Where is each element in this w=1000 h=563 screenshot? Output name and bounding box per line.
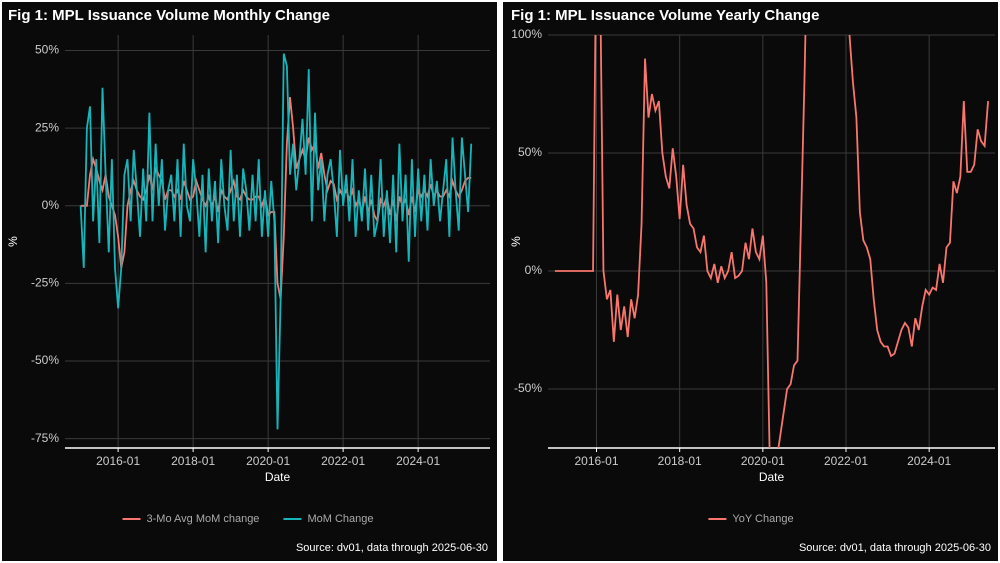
- caption: Source: dv01, data through 2025-06-30: [296, 542, 488, 554]
- chart-title: Fig 1: MPL Issuance Volume Yearly Change: [511, 7, 819, 24]
- y-tick-label: 50%: [518, 145, 542, 159]
- x-tick-label: 2020-01: [741, 454, 785, 468]
- x-tick-label: 2018-01: [658, 454, 702, 468]
- y-tick-label: -75%: [31, 431, 59, 445]
- y-tick-label: -50%: [514, 381, 542, 395]
- chart-title: Fig 1: MPL Issuance Volume Monthly Chang…: [8, 7, 330, 24]
- panel-right-bg: [503, 2, 998, 561]
- y-tick-label: 0%: [525, 263, 543, 277]
- legend-label: MoM Change: [307, 513, 373, 525]
- x-tick-label: 2024-01: [907, 454, 951, 468]
- y-tick-label: 100%: [511, 27, 542, 41]
- x-tick-label: 2018-01: [171, 454, 215, 468]
- y-tick-label: -25%: [31, 276, 59, 290]
- caption: Source: dv01, data through 2025-06-30: [799, 542, 991, 554]
- x-tick-label: 2022-01: [824, 454, 868, 468]
- x-axis-title: Date: [759, 470, 785, 484]
- legend-label: YoY Change: [732, 513, 793, 525]
- y-tick-label: -50%: [31, 353, 59, 367]
- x-tick-label: 2024-01: [396, 454, 440, 468]
- x-tick-label: 2022-01: [321, 454, 365, 468]
- x-tick-label: 2016-01: [96, 454, 140, 468]
- x-axis-title: Date: [265, 470, 291, 484]
- legend-label: 3-Mo Avg MoM change: [147, 513, 260, 525]
- legend: YoY Change: [708, 513, 794, 525]
- data-line: [554, 35, 989, 448]
- legend: 3-Mo Avg MoM change MoM Change: [122, 513, 373, 525]
- y-tick-label: 50%: [35, 43, 59, 57]
- y-tick-label: 25%: [35, 120, 59, 134]
- x-tick-label: 2020-01: [246, 454, 290, 468]
- data-line: [79, 53, 473, 430]
- panel-left-bg: [2, 2, 497, 561]
- x-tick-label: 2016-01: [574, 454, 618, 468]
- y-tick-label: 0%: [42, 198, 60, 212]
- y-axis-title: %: [509, 236, 523, 247]
- y-axis-title: %: [6, 236, 20, 247]
